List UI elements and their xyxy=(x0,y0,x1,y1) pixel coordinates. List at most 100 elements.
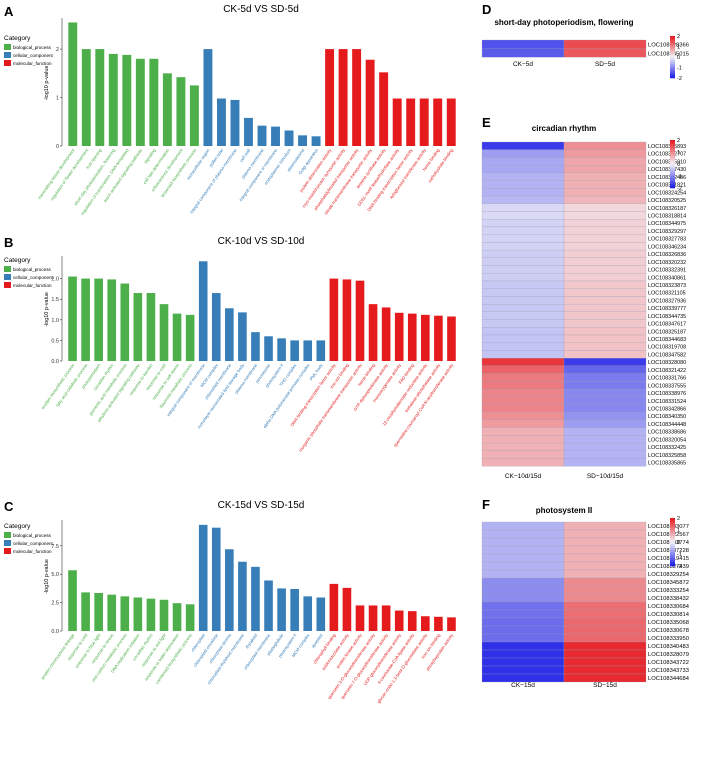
y-tick-label: 1 xyxy=(56,96,59,102)
heatmap-cell xyxy=(563,226,647,235)
heatmap-cell xyxy=(481,521,565,531)
bar xyxy=(329,278,339,361)
row-label: LOC108340483 xyxy=(648,644,689,650)
scale-band xyxy=(670,544,675,547)
row-label: LOC108321422 xyxy=(648,368,686,374)
legend-title: Category xyxy=(4,257,31,264)
scale-band xyxy=(670,562,675,565)
legend-label: molecular_function xyxy=(13,549,52,554)
legend-label: molecular_function xyxy=(13,61,52,66)
bar xyxy=(257,125,267,146)
bar xyxy=(447,316,456,361)
y-tick-label: 1.5 xyxy=(51,297,59,303)
y-tick-label: 2.5 xyxy=(51,601,59,607)
scale-tick-label: 1 xyxy=(677,528,680,534)
bar xyxy=(172,603,182,631)
legend-label: cellular_component xyxy=(13,53,54,58)
heatmap-cell xyxy=(481,172,565,181)
bar xyxy=(108,53,118,146)
bar xyxy=(81,49,91,146)
heatmap-cell xyxy=(481,157,565,166)
bar xyxy=(198,524,208,631)
heatmap-cell xyxy=(481,609,565,619)
scale-band xyxy=(670,542,675,545)
heatmap-cell xyxy=(563,427,647,436)
bar xyxy=(68,570,77,631)
scale-band xyxy=(670,524,675,527)
heatmap-cell xyxy=(563,242,647,251)
row-label: LOC108322707 xyxy=(648,152,686,158)
bar xyxy=(352,49,362,146)
color-scale: 2 1 0 -1 -2 xyxy=(670,34,682,82)
heatmap-cell xyxy=(481,435,565,444)
row-label: LOC108338686 xyxy=(648,430,686,436)
heatmap-cell xyxy=(563,388,647,397)
bar xyxy=(211,527,221,631)
bar xyxy=(277,588,286,631)
scale-band xyxy=(670,46,675,49)
heatmap-cell xyxy=(563,319,647,328)
row-label: LOC108325858 xyxy=(648,453,686,459)
y-tick-label: 0.0 xyxy=(51,629,59,635)
heatmap-cell xyxy=(481,561,565,571)
scale-band xyxy=(670,536,675,539)
scale-tick-label: 0 xyxy=(677,55,680,61)
row-label: LOC108322567 xyxy=(648,532,689,538)
heatmap-cell xyxy=(481,569,565,579)
scale-band xyxy=(670,156,675,159)
scale-band xyxy=(670,41,675,44)
heatmap-cell xyxy=(481,553,565,563)
scale-band xyxy=(670,528,675,531)
row-label: LOC108330684 xyxy=(648,604,690,610)
row-label: LOC108343774 xyxy=(648,540,690,546)
heatmap-cell xyxy=(563,172,647,181)
scale-band xyxy=(670,160,675,163)
heatmap-cell xyxy=(481,273,565,282)
heatmap-cell xyxy=(563,188,647,197)
bar xyxy=(394,610,404,631)
row-label: LOC108345872 xyxy=(648,580,689,586)
row-label: LOC108325187 xyxy=(648,329,686,335)
bar xyxy=(329,583,339,631)
heatmap-cell xyxy=(481,617,565,627)
scale-band xyxy=(670,530,675,533)
heatmap-cell xyxy=(563,211,647,220)
row-label: LOC108337555 xyxy=(648,383,686,389)
y-tick-label: 7.5 xyxy=(51,544,59,550)
legend-label: cellular_component xyxy=(13,275,54,280)
x-tick-label: glucan endo-1,3-beta-D-glucosidase activ… xyxy=(376,632,429,704)
row-label: LOC108329297 xyxy=(648,229,686,235)
legend-label: biological_process xyxy=(13,45,51,50)
bar xyxy=(107,279,117,361)
y-tick-label: 2 xyxy=(56,47,59,53)
heatmap-cell xyxy=(481,257,565,266)
heatmap-cell xyxy=(563,529,647,539)
heatmap-cell xyxy=(563,280,647,289)
bar xyxy=(421,314,430,361)
scale-band xyxy=(670,166,675,169)
column-label: SD−5d xyxy=(595,61,615,68)
bar-panel-a: A CK-5d VS SD-5d Category biological_proces… xyxy=(4,4,456,216)
bar xyxy=(122,54,132,146)
heatmap-cell xyxy=(481,625,565,635)
heatmap-cell xyxy=(563,149,647,158)
heatmap-cell xyxy=(563,396,647,405)
legend-swatch xyxy=(4,44,11,50)
scale-band xyxy=(670,69,675,72)
bar xyxy=(298,135,308,146)
panel-title: photosystem II xyxy=(536,506,592,515)
bar xyxy=(133,597,143,631)
bar xyxy=(264,580,273,631)
bar xyxy=(159,599,169,631)
bar xyxy=(311,136,321,146)
legend: Category biological_process cellular_compo… xyxy=(4,257,54,288)
legend-swatch xyxy=(4,282,11,288)
heatmap-cell xyxy=(563,48,647,58)
heatmap-cell xyxy=(563,342,647,351)
heatmap-cell xyxy=(481,242,565,251)
row-label: LOC108326836 xyxy=(648,252,686,258)
scale-band xyxy=(670,142,675,145)
bar xyxy=(419,98,429,146)
